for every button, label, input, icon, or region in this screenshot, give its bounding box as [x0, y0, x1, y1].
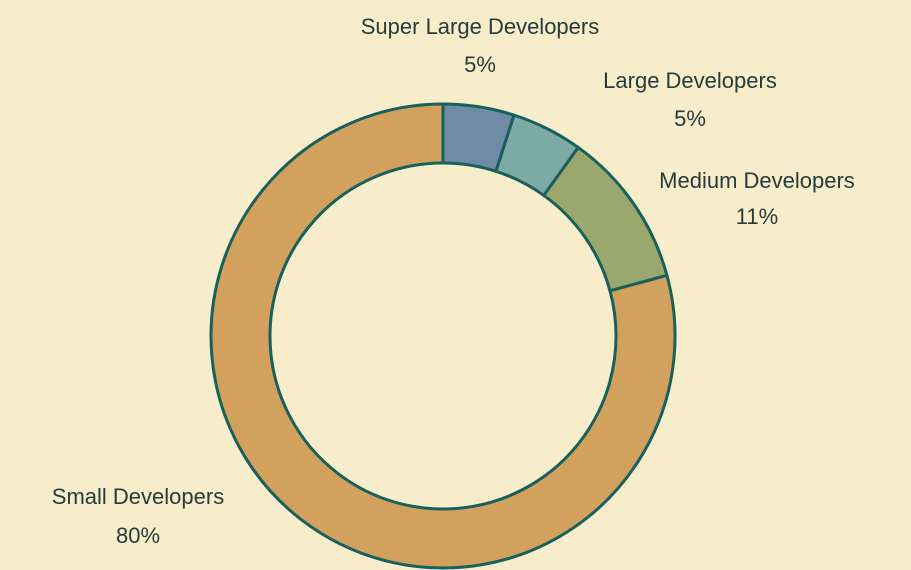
value-label: 5%	[464, 52, 496, 77]
value-label: 11%	[736, 204, 778, 229]
category-label: Small Developers	[52, 484, 224, 509]
category-label: Super Large Developers	[361, 14, 599, 39]
value-label: 80%	[116, 523, 160, 548]
category-label: Medium Developers	[659, 168, 855, 193]
category-label: Large Developers	[603, 68, 777, 93]
value-label: 5%	[674, 106, 706, 131]
donut-segment	[209, 102, 677, 570]
